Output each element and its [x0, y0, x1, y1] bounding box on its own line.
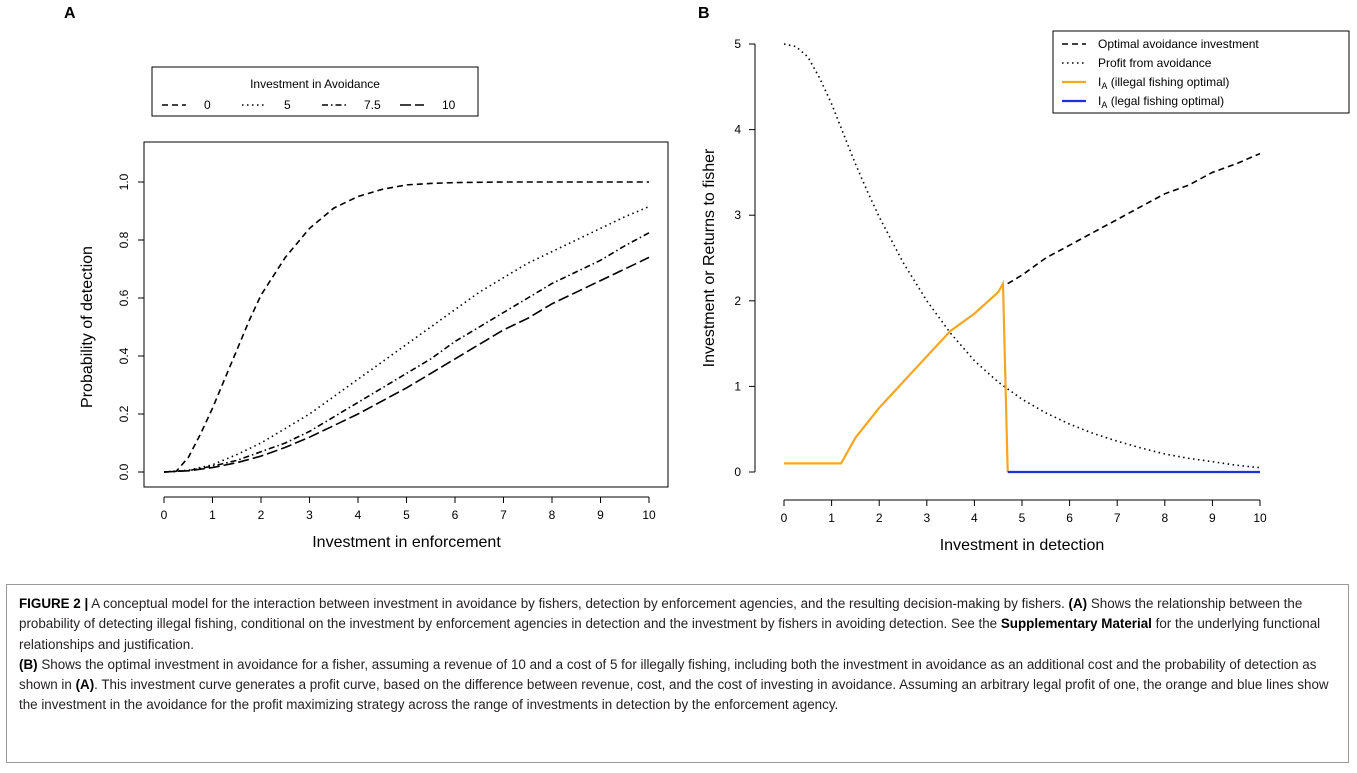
legend-label: 0 — [204, 98, 211, 112]
x-tick-label: 7 — [1114, 511, 1121, 525]
legend-label-main: I — [1098, 94, 1101, 108]
panel-a-chart: A 0 1 2 3 4 5 6 7 8 9 10 Investment in enforcement 0.… — [64, 5, 669, 551]
caption-segment: (A) — [1068, 596, 1088, 611]
caption-segment: . This investment curve generates a prof… — [19, 677, 1329, 713]
x-tick-label: 1 — [209, 508, 216, 522]
caption-segment: for the underlying functional relationsh… — [19, 616, 1321, 652]
y-axis-label: Investment or Returns to fisher — [701, 148, 718, 367]
y-tick-label: 1 — [734, 379, 741, 393]
y-tick-label: 0.6 — [117, 289, 131, 306]
x-tick-label: 7 — [500, 508, 507, 522]
caption-segment: A conceptual model for the interaction b… — [88, 596, 1069, 611]
series-line-2 — [784, 279, 1009, 473]
x-tick-label: 1 — [828, 511, 835, 525]
x-tick-label: 4 — [971, 511, 978, 525]
legend: Optimal avoidance investment Profit from … — [1052, 30, 1350, 114]
x-tick-label: 9 — [1209, 511, 1216, 525]
y-tick-label: 0.4 — [117, 347, 131, 364]
y-axis-label: Probability of detection — [79, 246, 96, 408]
legend-label: 10 — [442, 98, 456, 112]
y-axis: 0 1 2 3 4 5 — [734, 37, 756, 479]
caption-segment: Shows the optimal investment in avoidanc… — [19, 656, 1317, 693]
legend-label-suffix: (legal fishing optimal) — [1107, 94, 1224, 108]
x-axis-label: Investment in detection — [940, 537, 1105, 554]
caption-segment: Shows the relationship between the proba… — [19, 596, 1303, 632]
series-line-1 — [783, 43, 1261, 469]
legend-label: 7.5 — [364, 98, 381, 112]
x-tick-label: 8 — [1161, 511, 1168, 525]
series-line-2 — [163, 232, 650, 473]
legend-label-main: Optimal avoidance investment — [1098, 37, 1259, 51]
y-tick-label: 4 — [734, 123, 741, 137]
legend-label: Profit from avoidance — [1098, 56, 1212, 70]
legend-label-subscript: A — [1101, 81, 1107, 91]
x-tick-label: 10 — [1253, 511, 1267, 525]
panel-label: A — [64, 5, 76, 22]
x-tick-label: 6 — [452, 508, 459, 522]
series-line-0 — [1007, 152, 1261, 285]
y-axis: 0.0 0.2 0.4 0.6 0.8 1.0 — [117, 173, 145, 480]
legend-label: IA (illegal fishing optimal) — [1098, 75, 1229, 91]
y-tick-label: 0.0 — [117, 463, 131, 480]
legend-label: 5 — [284, 98, 291, 112]
series-line-3 — [163, 256, 650, 473]
y-tick-label: 0.8 — [117, 231, 131, 248]
caption-segment: (B) — [19, 656, 38, 672]
legend-label-subscript: A — [1101, 100, 1107, 110]
caption-segment: (A) — [75, 677, 95, 693]
caption-segment: Supplementary Material — [1000, 616, 1152, 632]
legend-label-suffix: (illegal fishing optimal) — [1107, 75, 1229, 89]
x-tick-label: 0 — [781, 511, 788, 525]
x-tick-label: 3 — [306, 508, 313, 522]
x-tick-label: 0 — [161, 508, 168, 522]
x-tick-label: 3 — [923, 511, 930, 525]
legend-label: Optimal avoidance investment — [1098, 37, 1259, 51]
legend-label-main: I — [1098, 75, 1101, 89]
legend-title: Investment in Avoidance — [250, 77, 380, 91]
legend-label: IA (legal fishing optimal) — [1098, 94, 1224, 110]
figure-caption: FIGURE 2 | A conceptual model for the in… — [6, 584, 1349, 763]
y-tick-label: 0.2 — [117, 405, 131, 422]
x-axis-label: Investment in enforcement — [312, 534, 501, 551]
y-tick-label: 2 — [734, 294, 741, 308]
series-line-0 — [163, 181, 649, 473]
x-tick-label: 2 — [876, 511, 883, 525]
y-tick-label: 3 — [734, 208, 741, 222]
y-tick-label: 0 — [734, 465, 741, 479]
panel-b-chart: B 0 1 2 3 4 5 6 7 8 9 10 Investment in detection 0 1 2 3… — [698, 5, 1350, 554]
plot-frame — [143, 141, 669, 488]
x-tick-label: 2 — [258, 508, 265, 522]
panel-label: B — [698, 5, 710, 22]
legend-label-main: Profit from avoidance — [1098, 56, 1212, 70]
caption-text: FIGURE 2 | A conceptual model for the in… — [19, 594, 1336, 716]
y-tick-label: 5 — [734, 37, 741, 51]
x-tick-label: 9 — [597, 508, 604, 522]
x-tick-label: 10 — [642, 508, 656, 522]
series-line-1 — [163, 205, 650, 473]
x-axis: 0 1 2 3 4 5 6 7 8 9 10 — [161, 496, 656, 522]
x-tick-label: 8 — [549, 508, 556, 522]
figure-label: FIGURE 2 | — [19, 596, 89, 611]
x-axis: 0 1 2 3 4 5 6 7 8 9 10 — [781, 499, 1267, 525]
x-tick-label: 4 — [355, 508, 362, 522]
x-tick-label: 5 — [1019, 511, 1026, 525]
y-tick-label: 1.0 — [117, 173, 131, 190]
x-tick-label: 6 — [1066, 511, 1073, 525]
x-tick-label: 5 — [403, 508, 410, 522]
legend: Investment in Avoidance 0 5 7.5 10 — [151, 66, 479, 117]
